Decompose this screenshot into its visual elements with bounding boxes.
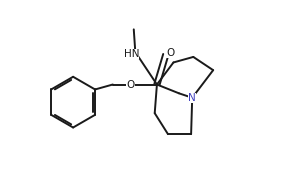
Text: O: O: [126, 79, 135, 90]
Text: O: O: [166, 47, 174, 57]
Text: N: N: [188, 93, 196, 103]
Text: HN: HN: [124, 49, 139, 59]
